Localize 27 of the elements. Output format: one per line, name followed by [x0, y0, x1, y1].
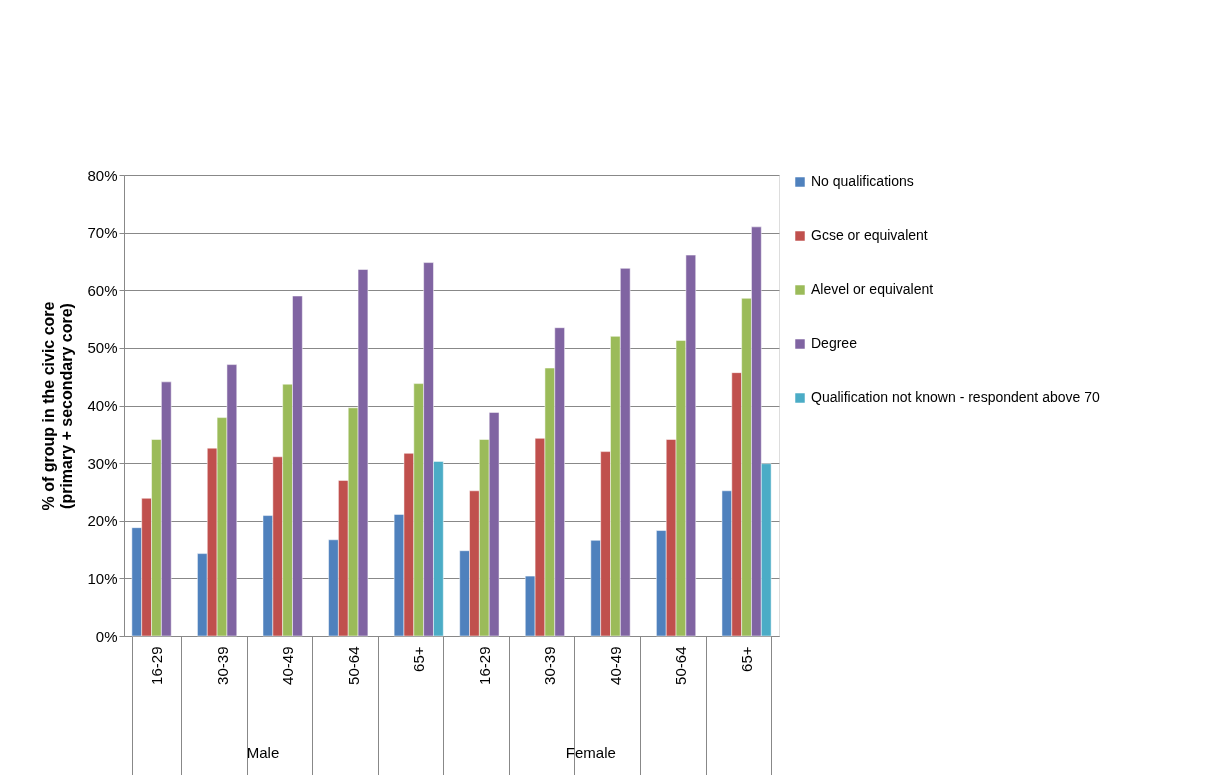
- legend-label: Alevel or equivalent: [811, 281, 934, 297]
- x-tick-label: 65+: [738, 646, 756, 672]
- x-tick-label: 50-64: [344, 646, 362, 685]
- x-tick-label: 40-49: [606, 646, 624, 685]
- y-tick-label: 40%: [87, 397, 118, 414]
- y-tick-label: 20%: [87, 512, 118, 530]
- legend-label: Degree: [811, 335, 858, 351]
- x-tick-label: 16-29: [475, 646, 493, 685]
- text: Female: [565, 744, 616, 761]
- x-tick-label: 50-64: [672, 646, 690, 685]
- y-tick-label: 60%: [87, 281, 118, 299]
- y-tick-label: 70%: [87, 224, 118, 242]
- y-tick-label: 50%: [87, 339, 118, 357]
- y-tick-label: 0%: [95, 627, 118, 645]
- x-tick-label: 30-39: [213, 646, 231, 685]
- y-tick-label: 30%: [87, 454, 118, 472]
- y-axis-title: % of group in the civic core (primary + secondary core): [40, 301, 76, 511]
- x-tick-label: 16-29: [147, 646, 165, 685]
- text: Male: [246, 744, 280, 761]
- y-tick-label: 10%: [87, 569, 118, 587]
- legend-label: Gcse or equivalent: [811, 227, 928, 243]
- x-tick-label: 30-39: [541, 646, 559, 685]
- legend-label: Qualification not known - respondent above 70: [811, 389, 1100, 405]
- y-tick-label: 80%: [87, 166, 118, 184]
- legend-label: No qualifications: [811, 173, 914, 189]
- x-tick-label: 40-49: [279, 646, 297, 685]
- x-tick-label: 65+: [410, 646, 428, 672]
